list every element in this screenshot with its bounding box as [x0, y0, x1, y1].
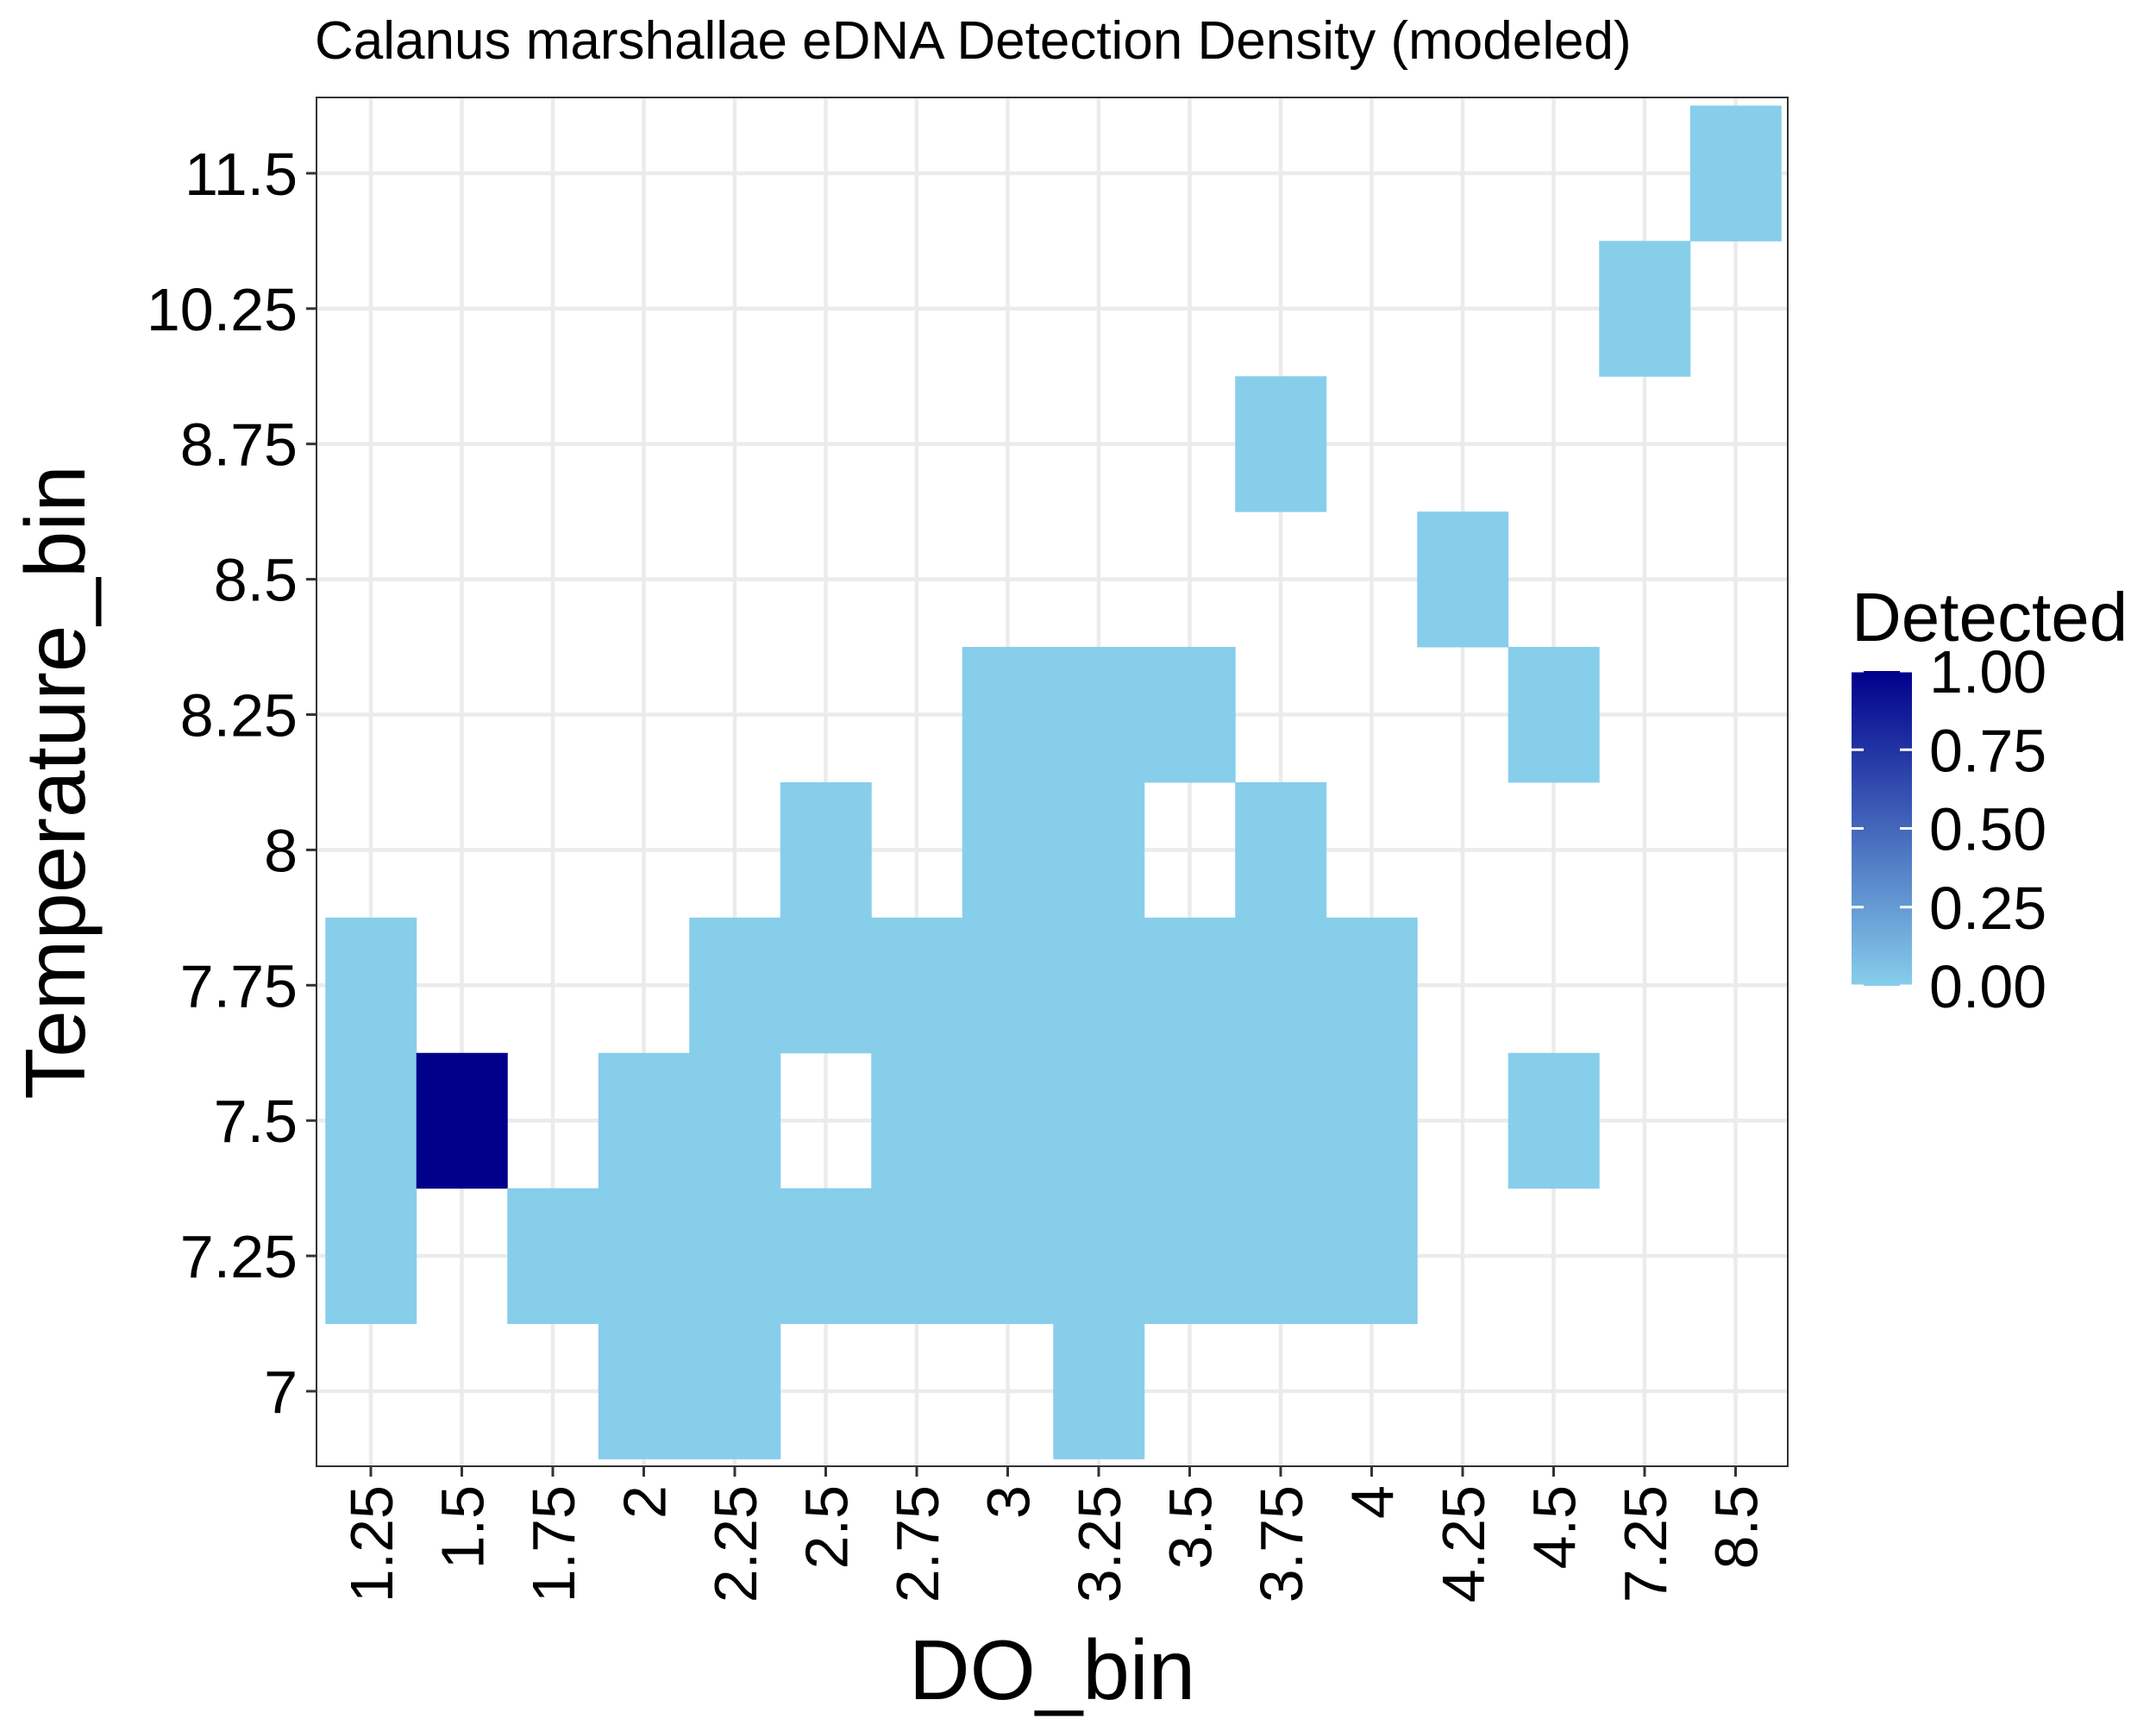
x-tick-label: 4 — [1339, 1485, 1407, 1519]
heatmap-cells — [325, 105, 1782, 1459]
chart-title: Calanus marshallae eDNA Detection Densit… — [315, 11, 1632, 71]
heatmap-cell — [598, 1188, 690, 1325]
heatmap-cell — [962, 781, 1054, 919]
heatmap-cell — [1053, 781, 1145, 919]
heatmap-cell — [962, 917, 1054, 1054]
y-tick-label: 11.5 — [185, 141, 298, 208]
heatmap-cell — [1235, 1052, 1327, 1189]
heatmap-cell — [1053, 647, 1145, 783]
heatmap-cell — [780, 917, 872, 1054]
y-tick-label: 8 — [264, 817, 298, 884]
heatmap-cell — [1235, 781, 1327, 919]
heatmap-cell — [689, 917, 781, 1054]
x-tick-label: 2.75 — [884, 1485, 951, 1603]
y-axis-label: Temperature_bin — [8, 465, 103, 1099]
heatmap-cell — [1507, 647, 1600, 783]
heatmap-cell — [871, 1052, 963, 1189]
legend-tick-label: 0.75 — [1929, 717, 2046, 784]
heatmap-cell — [1235, 376, 1327, 512]
panel-border — [316, 97, 1789, 1467]
heatmap-cell — [1053, 1188, 1145, 1325]
legend-tick-label: 1.00 — [1929, 638, 2046, 706]
heatmap-cell — [416, 1052, 508, 1189]
heatmap-cell — [1689, 105, 1782, 242]
heatmap-cell — [1326, 917, 1418, 1054]
heatmap-cell — [325, 1188, 417, 1325]
x-tick-label: 3.25 — [1066, 1485, 1133, 1603]
x-tick-label: 1.5 — [429, 1485, 497, 1569]
legend: Detected 0.00 0.25 0.50 0.75 1.00 — [1852, 579, 2128, 1020]
heatmap-cell — [780, 781, 872, 919]
y-tick-label: 7 — [264, 1358, 298, 1426]
heatmap-cell — [1599, 241, 1691, 377]
legend-tick-label: 0.50 — [1929, 796, 2046, 863]
heatmap-cell — [962, 1052, 1054, 1189]
y-tick-label: 7.25 — [180, 1223, 298, 1290]
heatmap-cell — [1417, 511, 1509, 648]
x-axis-label: DO_bin — [909, 1622, 1195, 1717]
heatmap-cell — [1053, 1052, 1145, 1189]
y-tick-label: 8.75 — [180, 411, 298, 479]
heatmap-cell — [1053, 917, 1145, 1054]
x-tick-label: 1.75 — [520, 1485, 587, 1603]
x-tick-label: 2 — [611, 1485, 679, 1519]
legend-tick-label: 0.25 — [1929, 875, 2046, 942]
x-tick-label: 8.5 — [1703, 1485, 1771, 1569]
y-tick-label: 8.25 — [180, 682, 298, 750]
plot-panel — [316, 97, 1789, 1467]
heatmap-cell — [689, 1188, 781, 1325]
y-tick-label: 7.75 — [180, 952, 298, 1019]
legend-tick-label: 0.00 — [1929, 953, 2046, 1020]
heatmap-cell — [871, 917, 963, 1054]
y-tick-label: 7.5 — [214, 1088, 298, 1155]
x-axis: 1.25 1.5 1.75 2 2.25 2.5 2.75 3 3.25 3.5 3.75 4 4.25… — [338, 1466, 1771, 1603]
heatmap-cell — [689, 1323, 781, 1459]
legend-ticks: 0.00 0.25 0.50 0.75 1.00 — [1852, 638, 2046, 1020]
x-tick-label: 7.25 — [1612, 1485, 1679, 1603]
heatmap-cell — [1326, 1188, 1418, 1325]
heatmap-cell — [962, 1188, 1054, 1325]
heatmap-cell — [871, 1188, 963, 1325]
heatmap-cell — [962, 647, 1054, 783]
x-tick-label: 3.5 — [1157, 1485, 1225, 1569]
y-axis: 7 7.25 7.5 7.75 8 8.25 8.5 8.75 10.25 11.5 — [147, 141, 317, 1426]
y-tick-label: 8.5 — [214, 547, 298, 614]
heatmap-cell — [598, 1052, 690, 1189]
heatmap-cell — [1053, 1323, 1145, 1459]
heatmap-cell — [1144, 647, 1236, 783]
x-tick-label: 1.25 — [338, 1485, 405, 1603]
heatmap-cell — [598, 1323, 690, 1459]
heatmap-cell — [1144, 1052, 1236, 1189]
heatmap-cell — [1507, 1052, 1600, 1189]
heatmap-cell — [1235, 917, 1327, 1054]
heatmap-cell — [689, 1052, 781, 1189]
heatmap-cell — [325, 1052, 417, 1189]
x-tick-label: 3.75 — [1248, 1485, 1315, 1603]
heatmap-cell — [1235, 1188, 1327, 1325]
x-tick-label: 4.5 — [1521, 1485, 1589, 1569]
x-tick-label: 2.5 — [793, 1485, 861, 1569]
x-tick-label: 3 — [975, 1485, 1043, 1519]
heatmap-cell — [507, 1188, 599, 1325]
x-tick-label: 2.25 — [702, 1485, 769, 1603]
heatmap-cell — [1326, 1052, 1418, 1189]
heatmap-cell — [1144, 1188, 1236, 1325]
legend-title: Detected — [1852, 579, 2128, 656]
x-tick-label: 4.25 — [1430, 1485, 1497, 1603]
heatmap-cell — [780, 1188, 872, 1325]
heatmap-cell — [1144, 917, 1236, 1054]
heatmap-cell — [325, 917, 417, 1054]
y-tick-label: 10.25 — [147, 276, 298, 343]
